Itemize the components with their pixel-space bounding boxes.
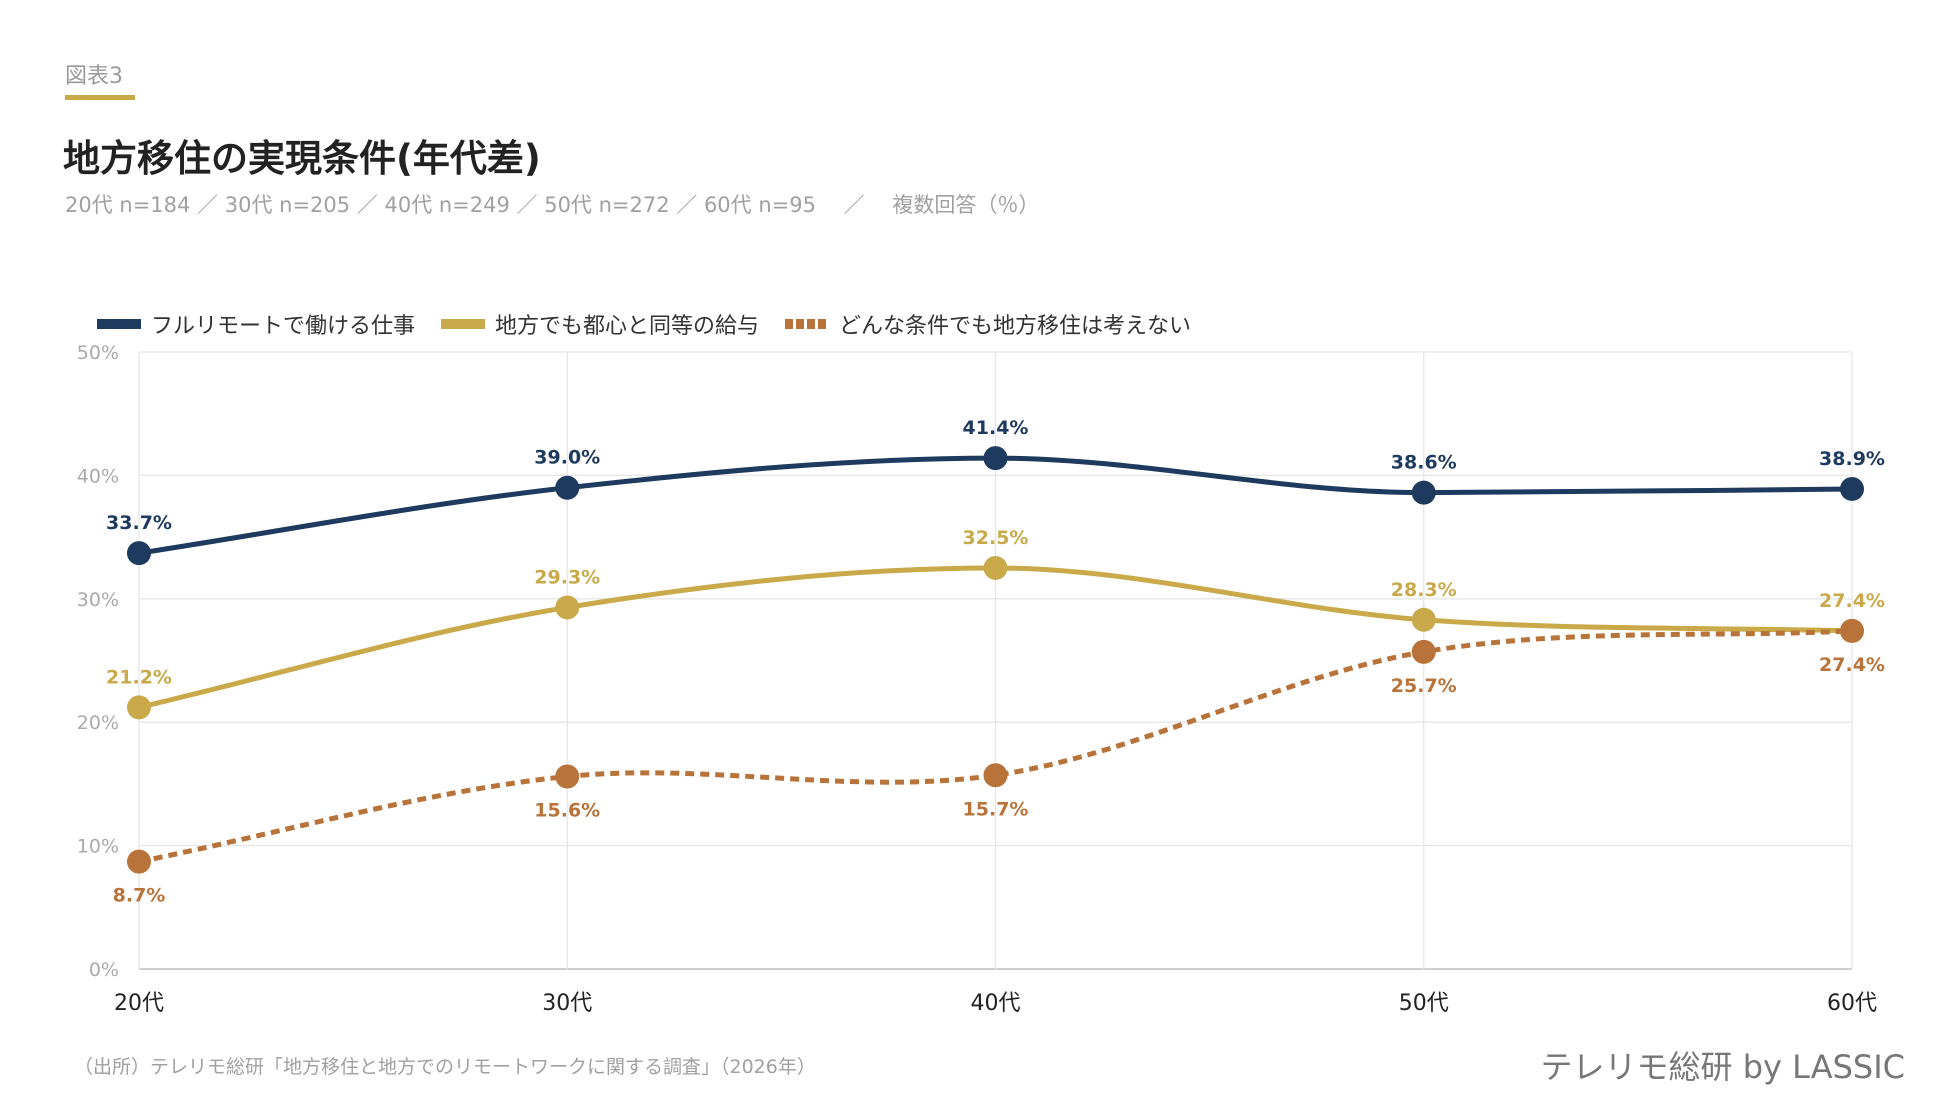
data-point (127, 849, 151, 874)
data-point (127, 695, 151, 720)
data-label: 27.4% (1819, 590, 1885, 612)
figure-label-underline (65, 95, 135, 100)
legend: フルリモートで働ける仕事 地方でも都心と同等の給与 どんな条件でも地方移住は考え… (97, 308, 1191, 340)
data-point (983, 555, 1008, 580)
data-label: 15.7% (963, 798, 1029, 820)
data-point (983, 763, 1008, 788)
x-tick-label: 60代 (1827, 991, 1877, 1016)
y-tick-label: 20% (77, 712, 119, 734)
data-label: 33.7% (106, 512, 172, 534)
y-tick-label: 10% (77, 836, 119, 858)
legend-swatch (441, 319, 486, 329)
data-label: 32.5% (963, 527, 1029, 549)
data-label: 15.6% (534, 799, 600, 821)
legend-item-equal-salary: 地方でも都心と同等の給与 (441, 308, 759, 340)
data-point (1411, 639, 1436, 664)
series-line-2 (138, 628, 1853, 865)
data-label: 38.6% (1391, 452, 1457, 474)
data-label: 38.9% (1819, 448, 1885, 470)
legend-item-never-move: どんな条件でも地方移住は考えない (785, 308, 1191, 340)
data-label: 8.7% (113, 885, 166, 907)
legend-swatch (785, 319, 830, 329)
y-tick-label: 0% (89, 959, 119, 981)
data-label: 29.3% (534, 566, 600, 588)
legend-swatch (97, 319, 141, 329)
y-tick-label: 50% (77, 342, 119, 364)
x-tick-label: 20代 (114, 991, 164, 1016)
figure-label: 図表3 (65, 64, 123, 89)
x-tick-label: 40代 (971, 991, 1021, 1016)
data-point (1411, 480, 1436, 505)
data-point (1411, 607, 1436, 632)
y-tick-label: 30% (77, 589, 119, 611)
data-point (983, 446, 1008, 471)
data-point (127, 541, 151, 566)
legend-label: どんな条件でも地方移住は考えない (839, 314, 1192, 339)
x-tick-label: 30代 (542, 991, 592, 1016)
data-point (555, 764, 580, 789)
data-point (1840, 476, 1864, 501)
data-label: 28.3% (1391, 579, 1457, 601)
y-tick-label: 40% (77, 465, 119, 487)
data-label: 25.7% (1391, 675, 1457, 697)
data-point (555, 595, 580, 620)
brand-logo: テレリモ総研 by LASSIC (1540, 1048, 1905, 1086)
data-label: 27.4% (1819, 654, 1885, 676)
x-tick-label: 50代 (1399, 991, 1449, 1016)
source-note: （出所）テレリモ総研「地方移住と地方でのリモートワークに関する調査」（2026年… (74, 1056, 816, 1078)
chart-title: 地方移住の実現条件(年代差) (63, 137, 541, 180)
data-point (555, 475, 580, 500)
data-point (1840, 618, 1864, 643)
legend-item-full-remote: フルリモートで働ける仕事 (97, 308, 415, 340)
data-label: 21.2% (106, 666, 172, 688)
legend-label: 地方でも都心と同等の給与 (495, 314, 760, 339)
data-label: 41.4% (963, 417, 1029, 439)
chart-subtitle: 20代 n=184 ／ 30代 n=205 ／ 40代 n=249 ／ 50代 … (65, 193, 1040, 217)
legend-label: フルリモートで働ける仕事 (151, 314, 416, 339)
data-label: 39.0% (534, 447, 600, 469)
